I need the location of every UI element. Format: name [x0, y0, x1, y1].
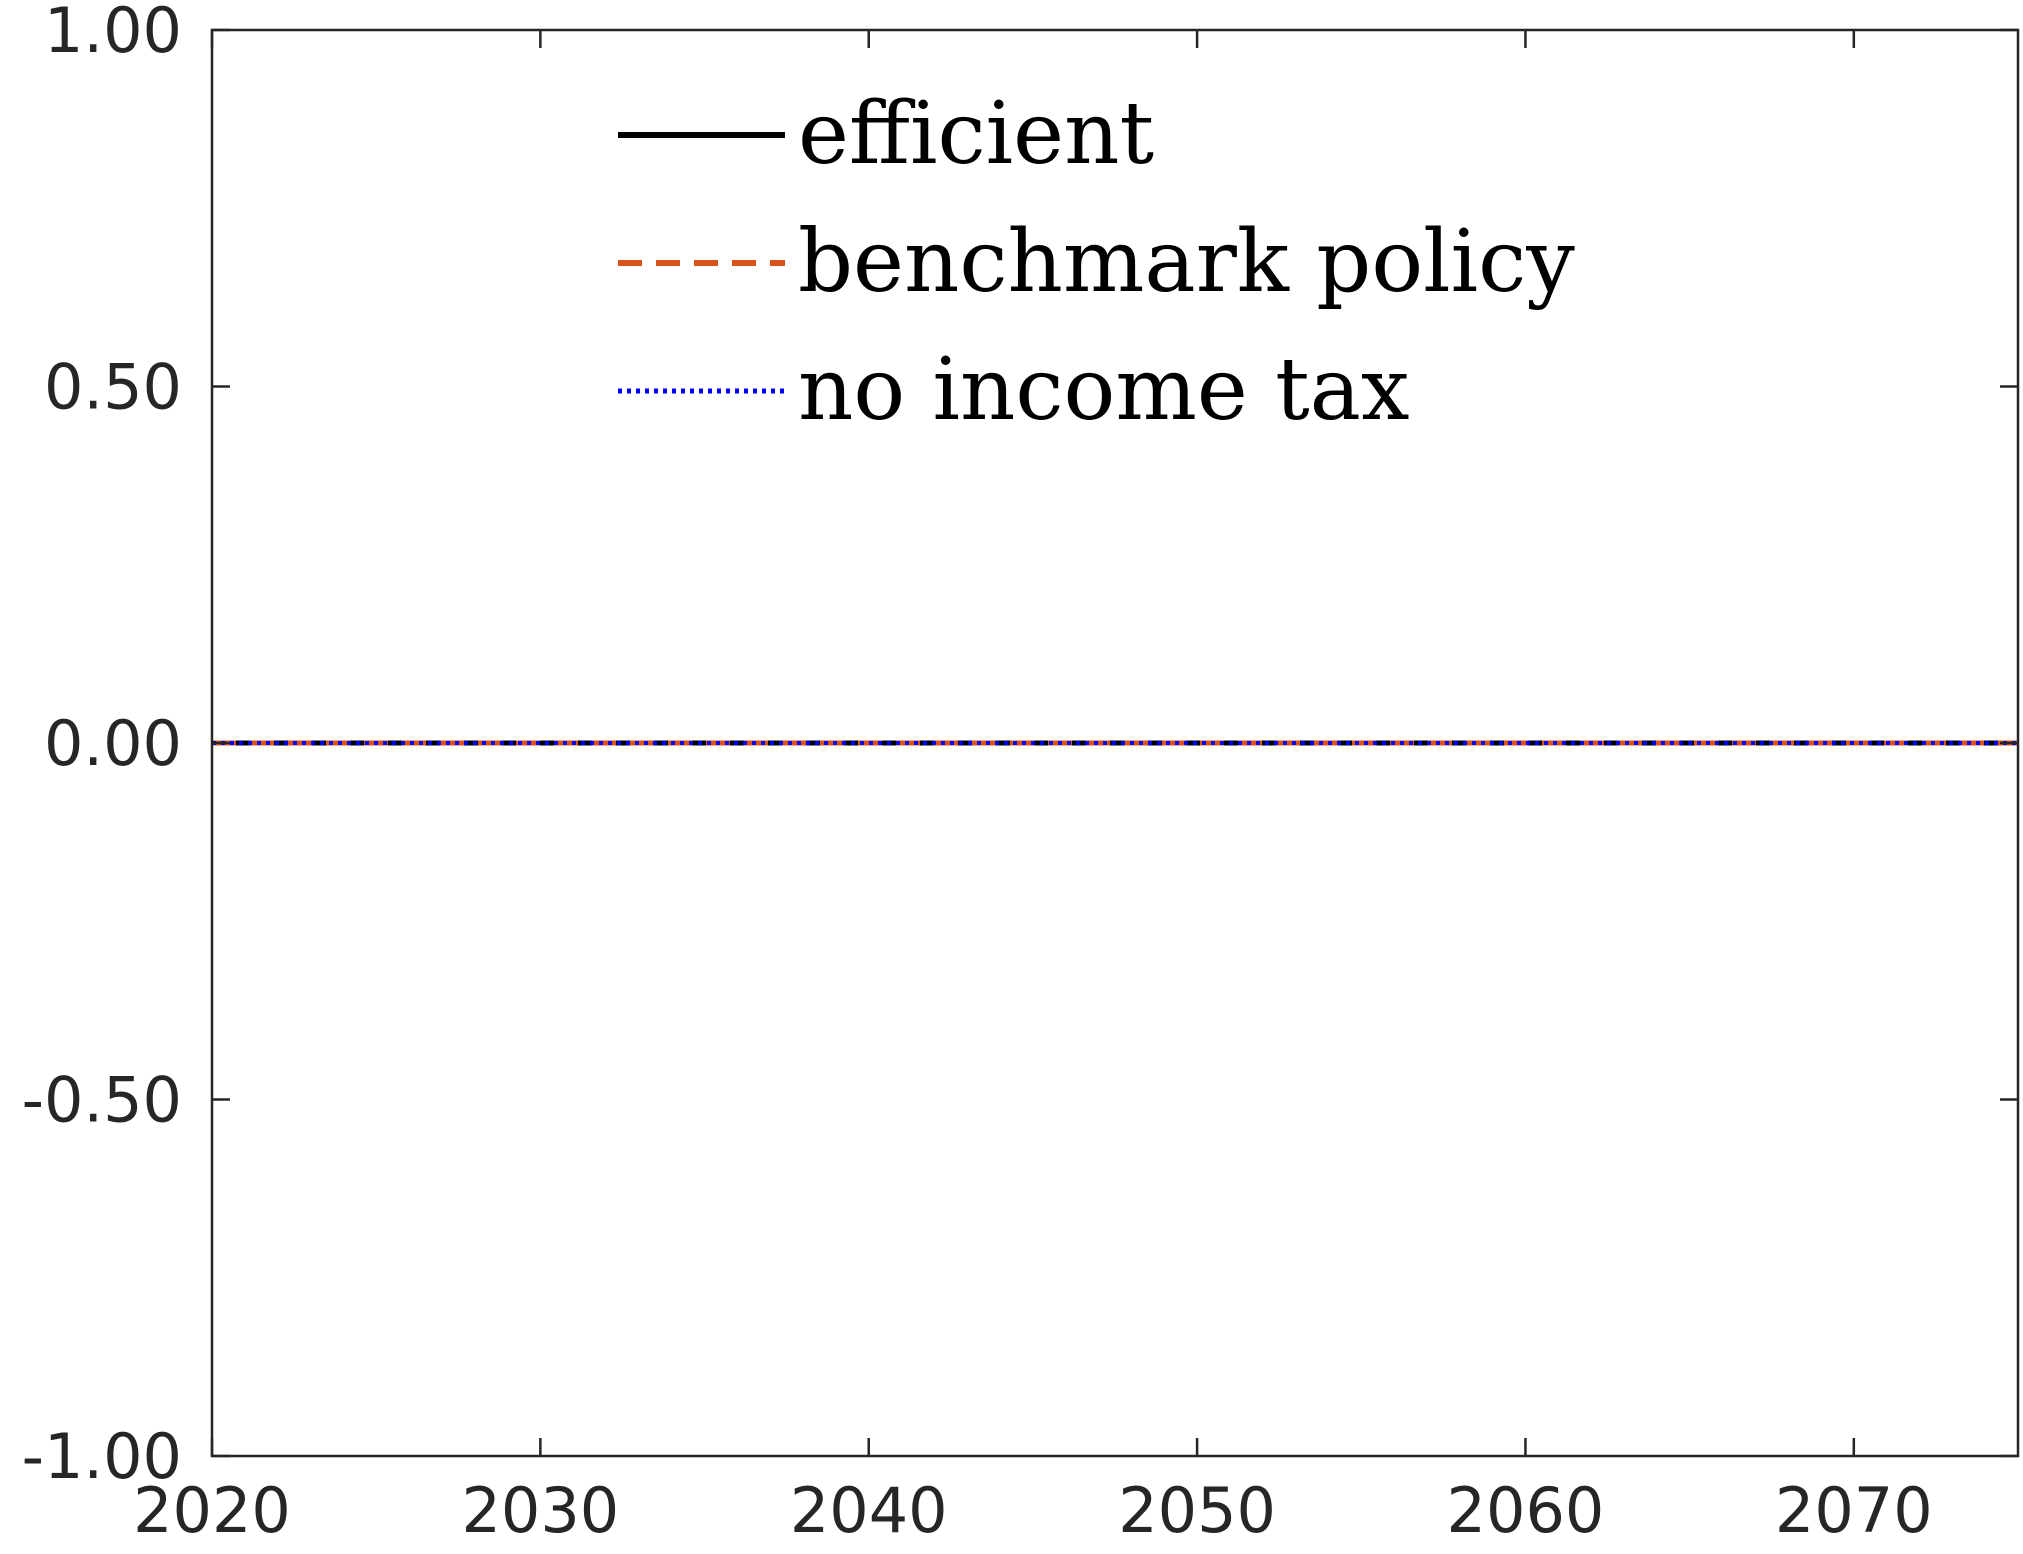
y-tick-label: 0.50	[44, 351, 182, 424]
legend-label-benchmark-policy: benchmark policy	[798, 212, 1575, 312]
x-tick-label: 2030	[461, 1474, 619, 1547]
axes: 2020 2030 2040 2050 2060 2070 -1.00 -0.50 0.00 0.…	[22, 0, 2020, 1547]
y-tick-label: -1.00	[22, 1420, 182, 1493]
x-tick-label: 2050	[1118, 1474, 1276, 1547]
legend-label-efficient: efficient	[798, 84, 1154, 184]
y-tick-label: -0.50	[22, 1064, 182, 1137]
y-tick-label: 0.00	[44, 707, 182, 780]
x-tick-label: 2070	[1775, 1474, 1933, 1547]
legend: efficient benchmark policy no income tax	[618, 84, 1575, 440]
legend-label-no-income-tax: no income tax	[798, 340, 1409, 440]
x-tick-label: 2040	[790, 1474, 948, 1547]
y-tick-label: 1.00	[44, 0, 182, 67]
x-tick-label: 2020	[133, 1474, 291, 1547]
x-tick-label: 2060	[1447, 1474, 1605, 1547]
